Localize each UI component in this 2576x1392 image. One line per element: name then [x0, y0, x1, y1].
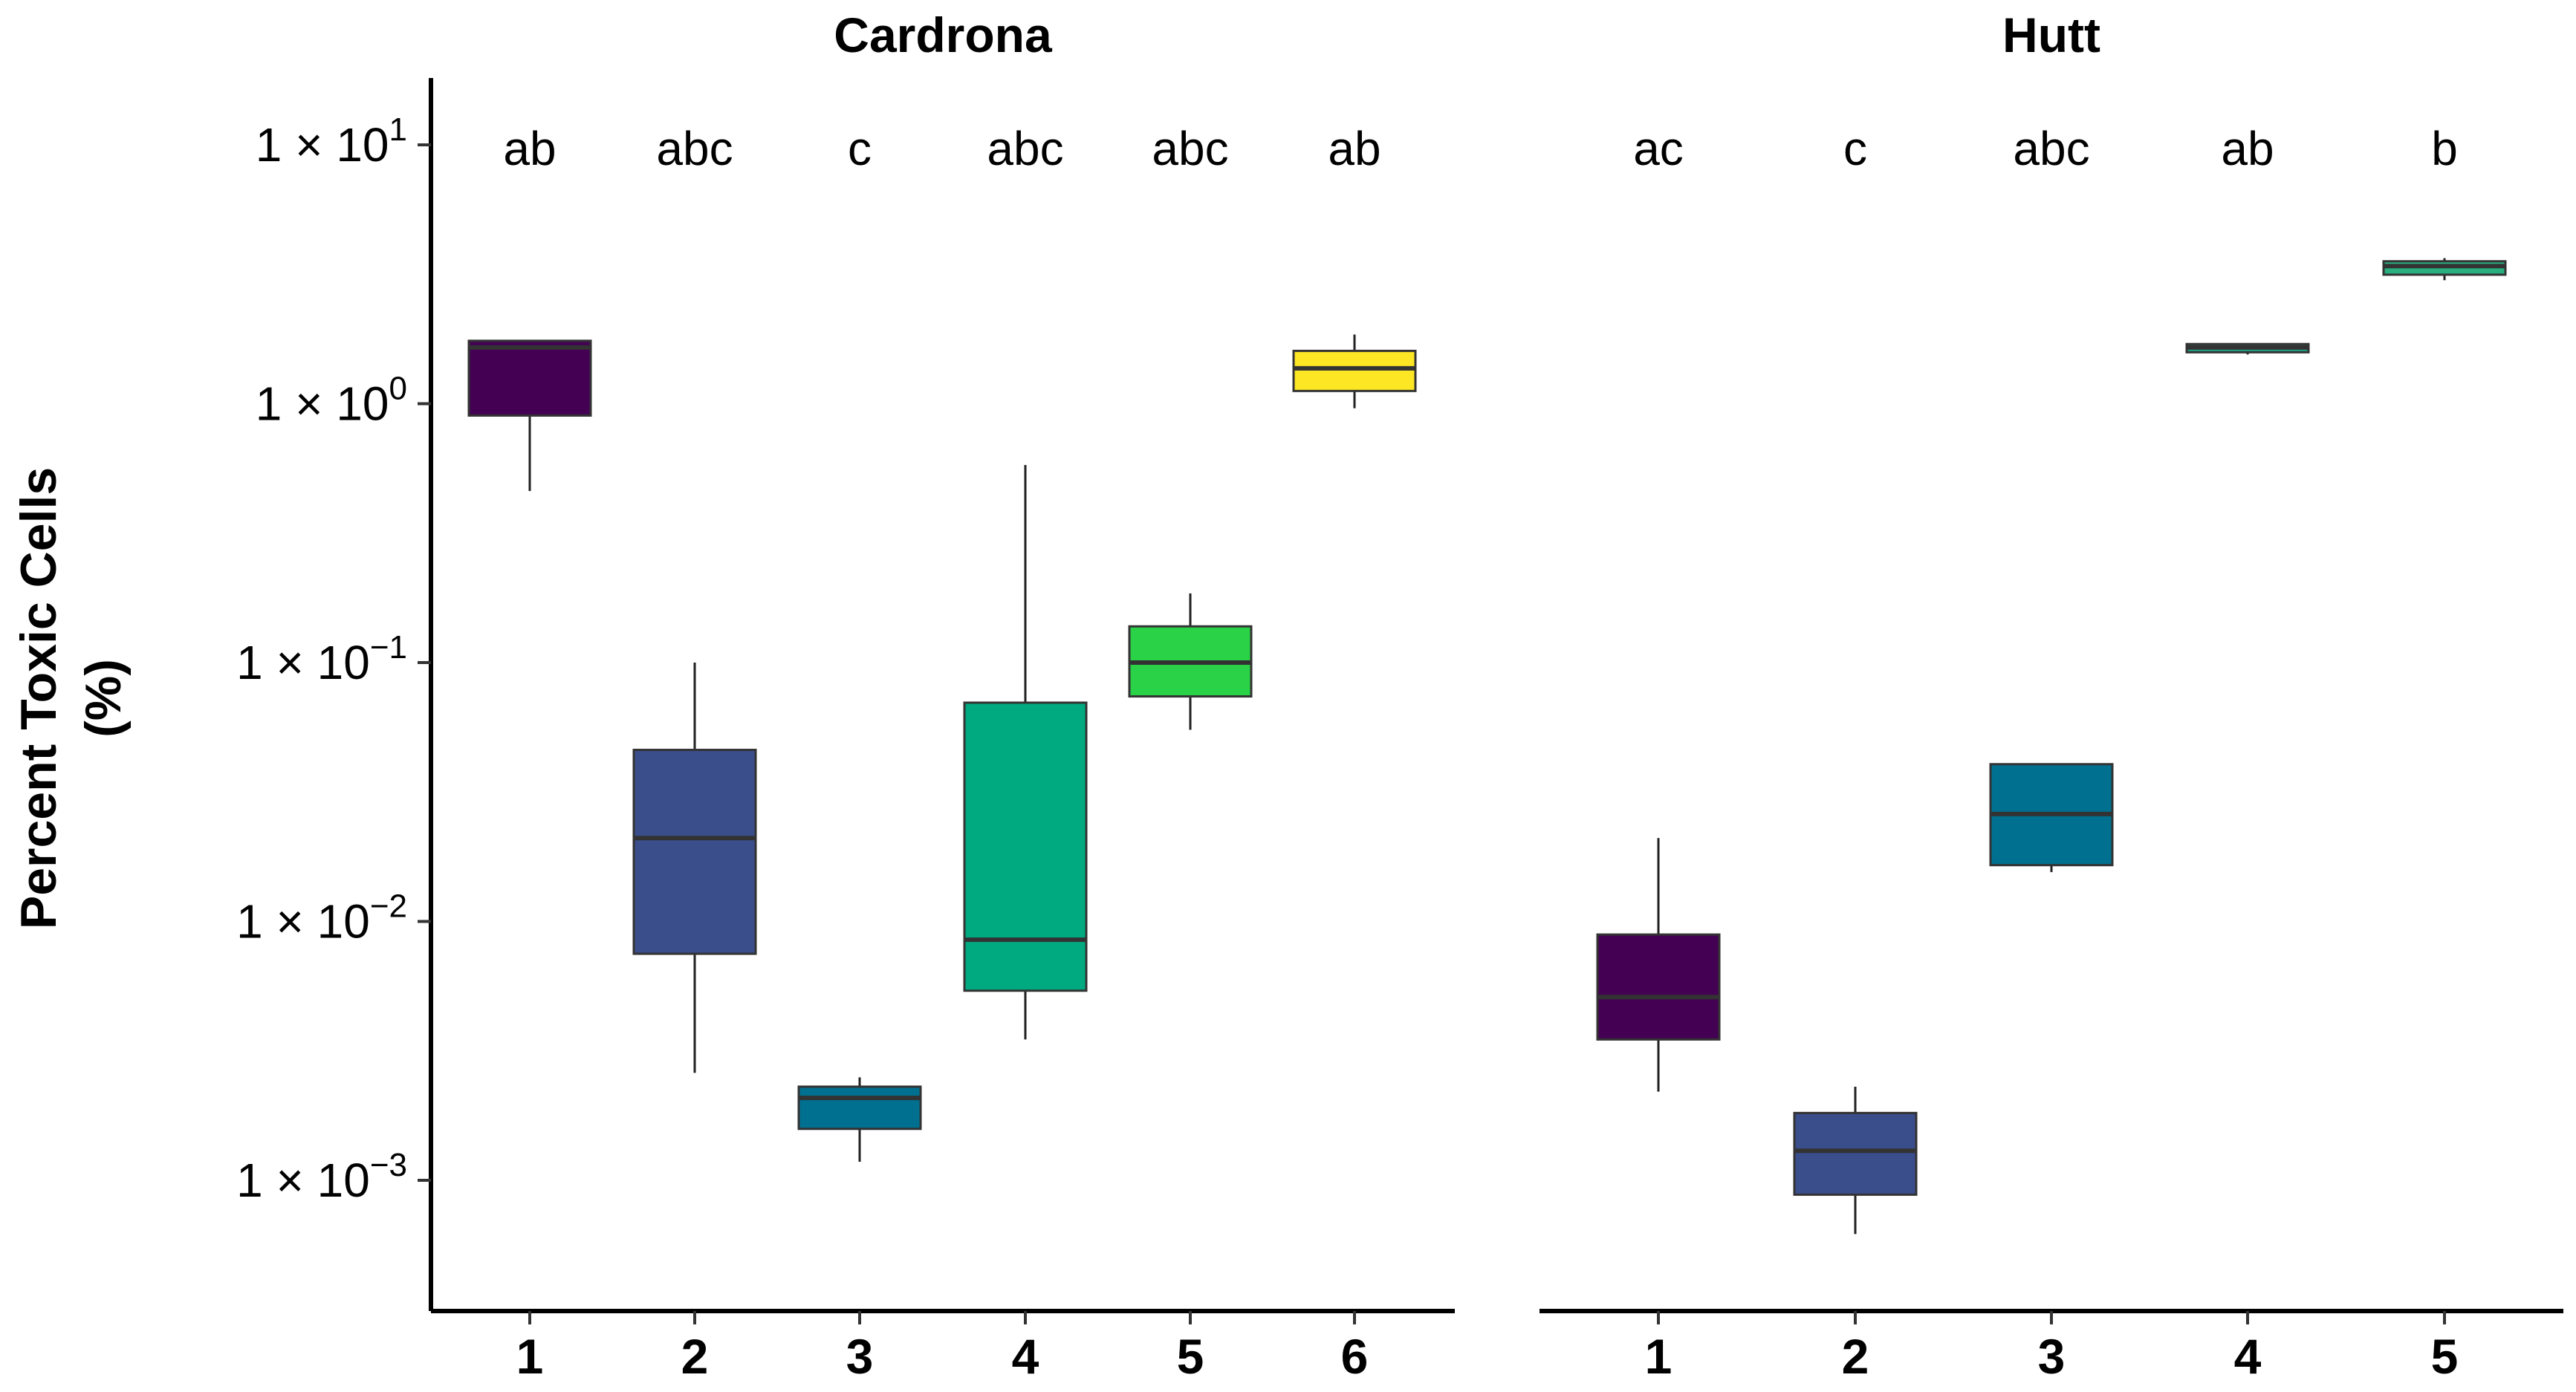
- x-tick-label: 5: [2431, 1329, 2459, 1384]
- box-5: abc 5: [1128, 122, 1253, 1384]
- box-body: [1596, 933, 1721, 1041]
- significance-letter: b: [2431, 122, 2458, 175]
- y-tick-label: 1 × 10−2: [236, 888, 407, 949]
- box-1: ac 1: [1596, 122, 1721, 1384]
- box-body: [797, 1085, 922, 1131]
- panels: Cardronaab1abc2c3abc4abc5ab6Huttac1c2abc…: [431, 7, 2563, 1384]
- x-tick-label: 3: [846, 1329, 874, 1384]
- x-tick-label: 4: [2234, 1329, 2262, 1384]
- x-tick-label: 2: [681, 1329, 709, 1384]
- panel-title: Hutt: [2002, 7, 2100, 62]
- significance-letter: abc: [987, 122, 1063, 175]
- box-body: [467, 339, 592, 417]
- x-tick-label: 4: [1012, 1329, 1039, 1384]
- y-axis-ticks: 1 × 101 1 × 100 1 × 10−1 1 × 10−2 1 × 10−3: [236, 78, 433, 1311]
- x-tick-label: 5: [1177, 1329, 1204, 1384]
- box-body: [1292, 349, 1417, 392]
- box-4: abc 4: [963, 122, 1088, 1384]
- x-tick-label: 1: [516, 1329, 544, 1384]
- significance-letter: abc: [656, 122, 733, 175]
- y-axis-title: Percent Toxic Cells (%): [10, 467, 132, 929]
- box-body: [963, 701, 1088, 992]
- box-3: c3: [797, 122, 922, 1384]
- significance-letter: ab: [503, 122, 556, 175]
- x-tick-label: 3: [2038, 1329, 2066, 1384]
- y-axis-title-line1: Percent Toxic Cells: [10, 467, 67, 929]
- y-tick-label: 1 × 101: [256, 111, 407, 172]
- box-body: [1793, 1111, 1918, 1196]
- panel-title: Cardrona: [834, 7, 1053, 62]
- box-2: c2: [1793, 122, 1918, 1384]
- x-tick-label: 1: [1645, 1329, 1673, 1384]
- x-tick-label: 2: [1842, 1329, 1869, 1384]
- significance-letter: abc: [2013, 122, 2089, 175]
- significance-letter: abc: [1152, 122, 1228, 175]
- significance-letter: c: [1843, 122, 1867, 175]
- y-tick-label: 1 × 100: [256, 371, 407, 431]
- significance-letter: ac: [1633, 122, 1684, 175]
- box-5: b5: [2382, 122, 2507, 1384]
- y-tick-label: 1 × 10−3: [236, 1147, 407, 1207]
- box-4: ab 4: [2185, 122, 2310, 1384]
- y-tick-label: 1 × 10−1: [236, 629, 407, 689]
- box-1: ab 1: [467, 122, 592, 1384]
- box-6: ab 6: [1292, 122, 1417, 1384]
- y-axis-title-line2: (%): [75, 659, 132, 738]
- box-3: abc 3: [1989, 122, 2114, 1384]
- box-body: [632, 749, 757, 955]
- x-tick-label: 6: [1341, 1329, 1369, 1384]
- box-2: abc 2: [632, 122, 757, 1384]
- significance-letter: c: [848, 122, 872, 175]
- significance-letter: ab: [1328, 122, 1381, 175]
- significance-letter: ab: [2221, 122, 2274, 175]
